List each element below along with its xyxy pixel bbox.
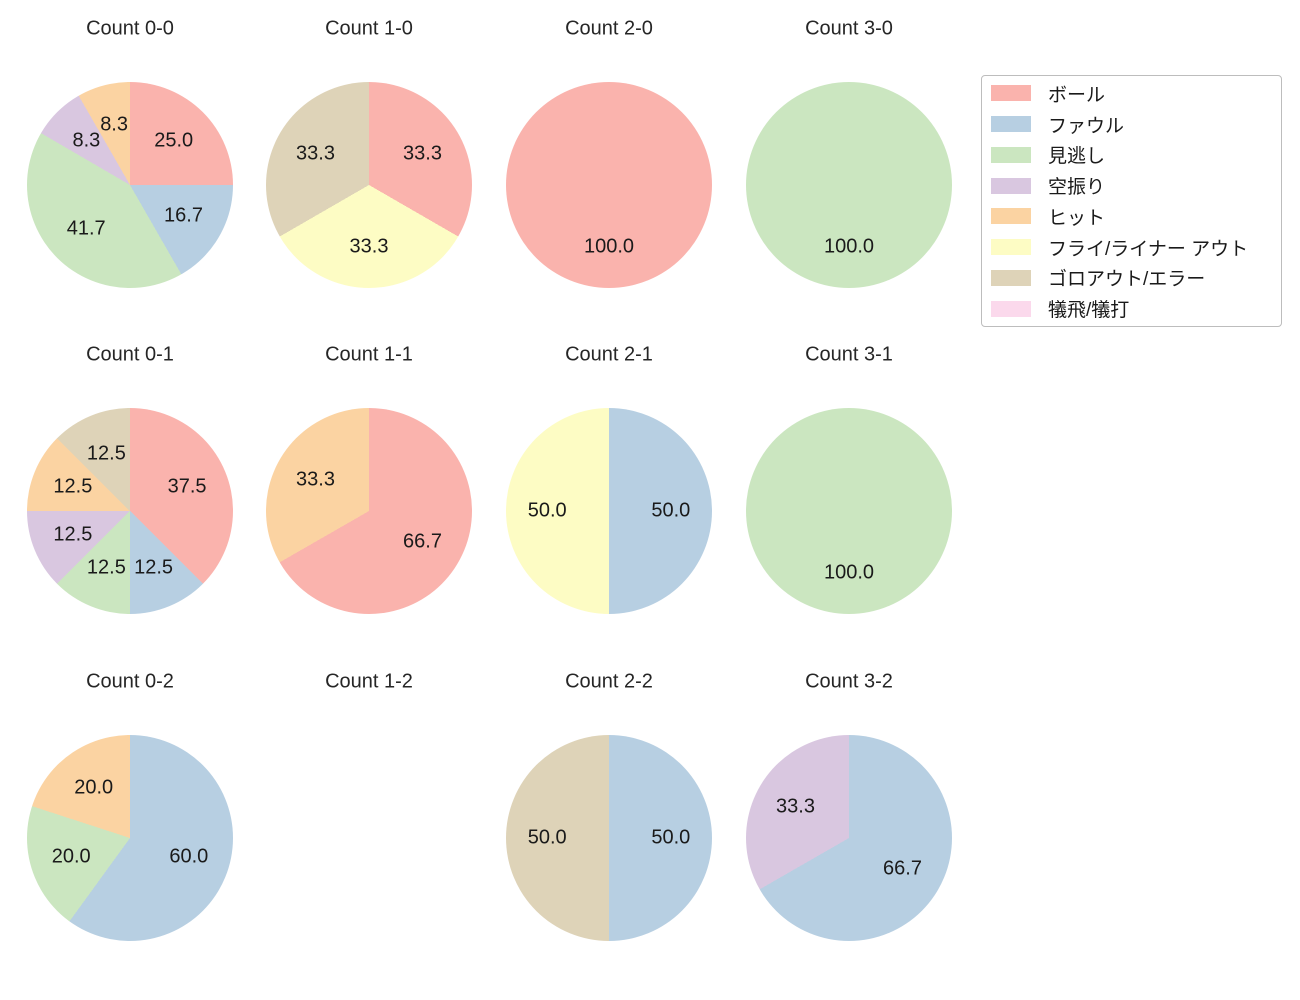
legend-swatch-icon — [991, 85, 1031, 102]
pie-slice-label: 33.3 — [403, 142, 442, 165]
pie-slice-label: 100.0 — [823, 561, 875, 584]
pie-slice-label: 33.3 — [349, 235, 389, 258]
pie-slice-label: 50.0 — [527, 499, 567, 522]
pie-slice-label: 66.7 — [403, 530, 442, 553]
subplot-title: Count 3-0 — [805, 17, 893, 40]
pie-slice-label: 60.0 — [169, 845, 209, 868]
legend-label: 空振り — [1048, 177, 1106, 199]
legend-item: 見逃し — [982, 141, 1281, 168]
pie-slice-label: 12.5 — [134, 556, 174, 579]
pie-slice-label: 33.3 — [776, 795, 815, 818]
pie-slice-label: 16.7 — [164, 204, 203, 227]
pie-chart — [266, 82, 472, 288]
subplot-title: Count 0-0 — [86, 17, 174, 40]
pie-chart — [746, 408, 952, 614]
pie-slice-label: 50.0 — [651, 826, 691, 849]
legend-item: 犠飛/犠打 — [982, 295, 1281, 322]
pie-slice-label: 25.0 — [154, 129, 194, 152]
subplot-title: Count 1-1 — [325, 343, 413, 366]
pie-slice-label: 12.5 — [53, 523, 93, 546]
pie-chart — [746, 82, 952, 288]
pie-slice-label: 20.0 — [74, 776, 114, 799]
pie-slice-label: 12.5 — [86, 442, 126, 465]
subplot-title: Count 1-2 — [325, 670, 413, 693]
pie-slice-label: 33.3 — [296, 142, 335, 165]
pie-slice-label: 66.7 — [883, 857, 922, 880]
pie-chart — [746, 735, 952, 941]
pie-slice-label: 12.5 — [53, 475, 93, 498]
subplot-title: Count 1-0 — [325, 17, 413, 40]
legend-item: 空振り — [982, 172, 1281, 199]
legend-swatch-icon — [991, 146, 1031, 163]
pie-slice-label: 50.0 — [527, 826, 567, 849]
legend-item: フライ/ライナー アウト — [982, 234, 1281, 261]
subplot-title: Count 2-1 — [565, 343, 653, 366]
legend-label: ヒット — [1048, 207, 1106, 229]
pie-slice-label: 41.7 — [66, 217, 106, 240]
subplot-title: Count 3-1 — [805, 343, 893, 366]
legend-swatch-icon — [991, 177, 1031, 194]
legend-label: ゴロアウト/エラー — [1048, 269, 1206, 291]
subplot-title: Count 2-0 — [565, 17, 653, 40]
legend-label: ボール — [1048, 84, 1106, 106]
legend-swatch-icon — [991, 116, 1031, 133]
legend-swatch-icon — [991, 300, 1031, 317]
legend: ボールファウル見逃し空振りヒットフライ/ライナー アウト ゴロアウト/エラー 犠飛/… — [981, 75, 1282, 327]
pie-chart — [27, 82, 233, 288]
pie-slice-label: 20.0 — [51, 845, 91, 868]
pie-chart — [266, 408, 472, 614]
pie-slice-label: 8.3 — [100, 113, 128, 136]
legend-label: 見逃し — [1048, 146, 1106, 168]
legend-swatch-icon — [991, 208, 1031, 225]
legend-item: ゴロアウト/エラー — [982, 264, 1281, 291]
subplot-title: Count 0-2 — [86, 670, 174, 693]
legend-swatch-icon — [991, 269, 1031, 286]
legend-label: フライ/ライナー アウト — [1048, 238, 1249, 260]
legend-label: 犠飛/犠打 — [1048, 300, 1130, 322]
legend-swatch-icon — [991, 239, 1031, 256]
subplot-title: Count 3-2 — [805, 670, 893, 693]
pie-chart — [506, 408, 712, 614]
pie-slice-label: 100.0 — [583, 235, 635, 258]
pie-slice-label: 50.0 — [651, 499, 691, 522]
legend-item: ボール — [982, 80, 1281, 107]
legend-item: ファウル — [982, 111, 1281, 138]
pie-slice-label: 8.3 — [72, 129, 101, 152]
pie-chart — [27, 735, 233, 941]
pie-chart — [27, 408, 233, 614]
subplot-title: Count 0-1 — [86, 343, 174, 366]
pie-slice-label: 33.3 — [296, 468, 335, 491]
pie-slice-label: 100.0 — [823, 235, 875, 258]
pie-slice-label: 37.5 — [167, 475, 207, 498]
pie-chart — [506, 735, 712, 941]
subplot-title: Count 2-2 — [565, 670, 653, 693]
pie-slice-label: 12.5 — [86, 556, 126, 579]
pie-chart — [506, 82, 712, 288]
legend-item: ヒット — [982, 203, 1281, 230]
legend-label: ファウル — [1048, 115, 1125, 137]
